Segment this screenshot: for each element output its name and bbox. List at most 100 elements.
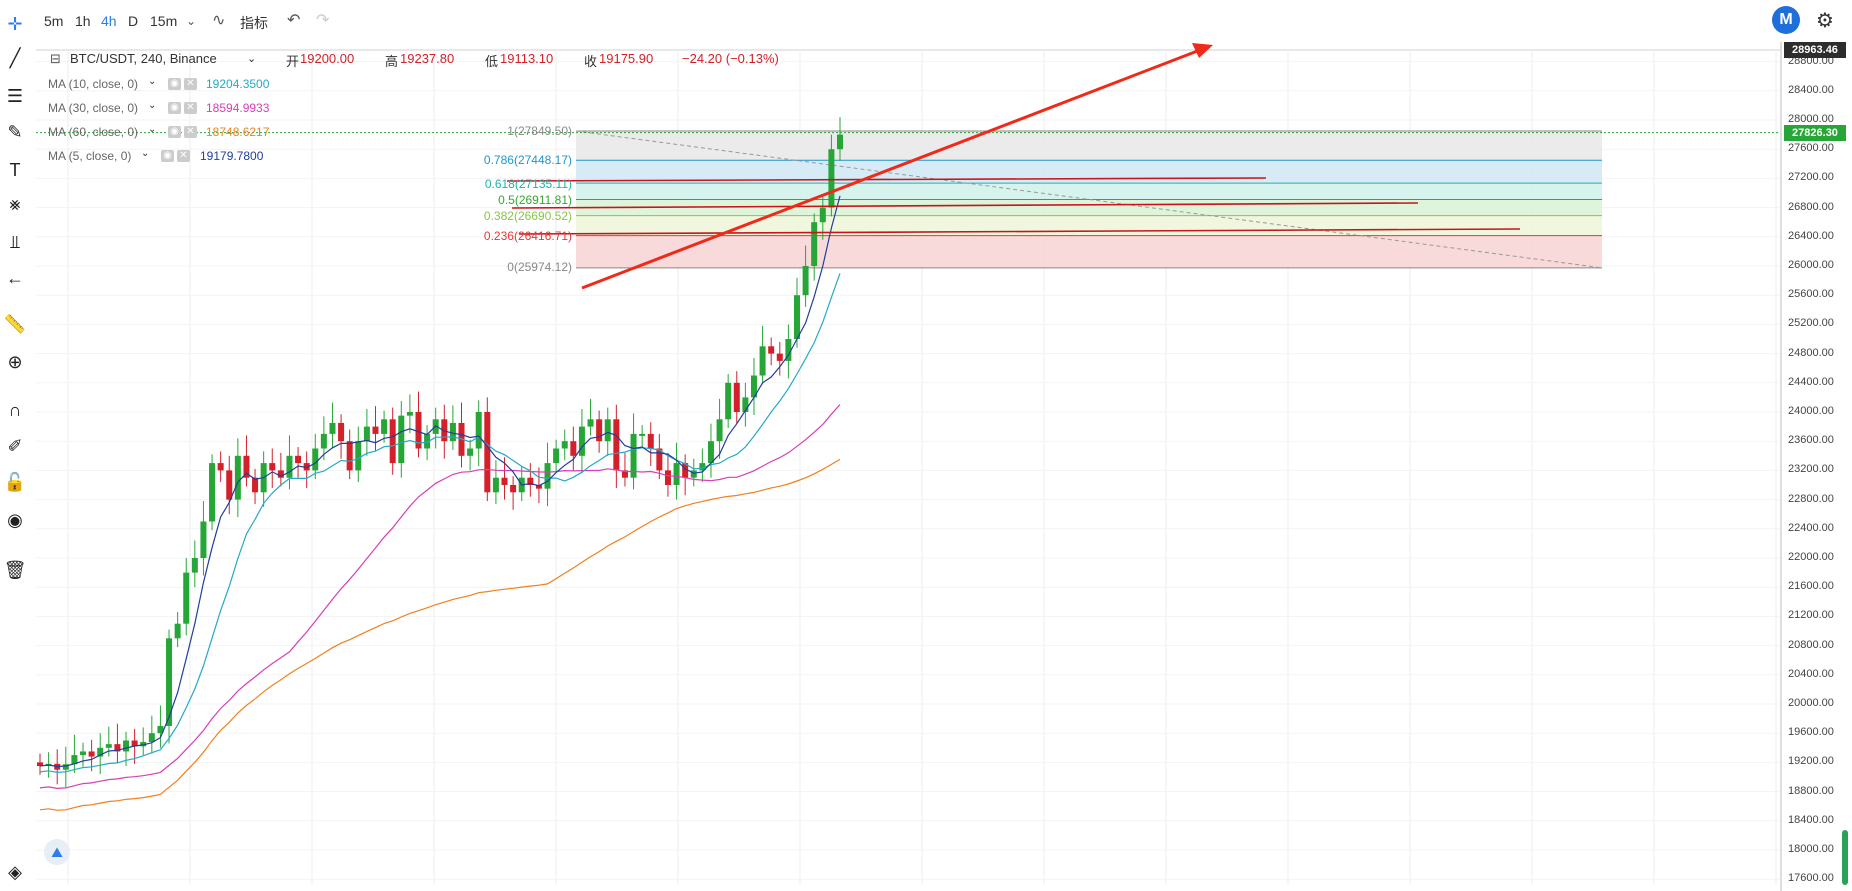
candle-body: [243, 455, 250, 478]
lock-drawing-icon[interactable]: ✐: [7, 436, 23, 456]
candle-body: [303, 463, 310, 471]
price-tick: 20000.00: [1788, 697, 1834, 709]
crosshair-icon[interactable]: ✛: [7, 14, 23, 34]
candle-body: [449, 422, 456, 442]
unlock-icon[interactable]: 🔓: [3, 472, 27, 492]
chart-reset-button[interactable]: ⛰: [44, 839, 70, 865]
gear-icon[interactable]: ⚙: [1816, 10, 1834, 32]
candle-body: [424, 433, 431, 449]
brush-icon[interactable]: ✎: [7, 122, 23, 142]
candle-body: [174, 623, 181, 639]
fib-level-label: 0.618(27135.11): [484, 177, 572, 191]
price-tick: 26400.00: [1788, 229, 1834, 242]
candle-body: [105, 744, 112, 748]
candle-body: [621, 470, 628, 478]
redo-icon[interactable]: ↷: [316, 12, 330, 29]
symbol-title[interactable]: BTC/USDT, 240, Binance: [70, 51, 217, 66]
ma-name[interactable]: MA (30, close, 0): [48, 101, 139, 115]
close-icon[interactable]: ✕: [184, 78, 197, 90]
back-arrow-icon[interactable]: ←: [6, 268, 24, 288]
ma-10-line: [39, 273, 841, 774]
fib-level-label: 0.236(26416.71): [483, 229, 572, 243]
fib-level-label: 0(25974.12): [507, 260, 572, 274]
candle-body: [295, 455, 302, 464]
price-tick: 24800.00: [1788, 346, 1834, 359]
price-tick: 28000.00: [1788, 113, 1834, 125]
candle-body: [742, 397, 749, 412]
close-icon[interactable]: ✕: [177, 150, 190, 162]
timeframe-d[interactable]: D: [128, 13, 139, 29]
ma-name[interactable]: MA (10, close, 0): [48, 77, 139, 91]
zoom-in-icon[interactable]: ⊕: [7, 352, 23, 372]
candle-body: [114, 744, 121, 752]
candle-body: [639, 433, 646, 436]
candle-body: [467, 448, 474, 456]
candle-body: [535, 485, 542, 489]
chevron-down-icon[interactable]: ⌄: [148, 100, 157, 111]
magnet-icon[interactable]: ∩: [8, 400, 22, 420]
indicators-button[interactable]: 指标: [240, 15, 268, 31]
timeframe-15m[interactable]: 15m: [150, 13, 178, 29]
timeframe-1h[interactable]: 1h: [75, 13, 91, 29]
trend-line-icon[interactable]: ╱: [9, 48, 21, 68]
timeframe-4h[interactable]: 4h: [101, 13, 117, 29]
pattern-icon[interactable]: ⨳: [9, 194, 21, 214]
trend-arrow-line: [581, 48, 1201, 290]
text-icon[interactable]: T: [9, 160, 21, 180]
high-value: 19237.80: [400, 51, 455, 66]
chevron-down-icon[interactable]: ⌄: [148, 124, 157, 135]
eye-icon[interactable]: ◉: [168, 102, 181, 114]
price-tick: 24400.00: [1788, 375, 1834, 388]
eye-icon[interactable]: ◉: [168, 78, 181, 90]
ruler-icon[interactable]: 📏: [3, 314, 27, 334]
fib-level-label: 0.382(26690.52): [483, 209, 572, 223]
candle-body: [234, 455, 241, 500]
open-value: 19200.00: [300, 51, 355, 66]
chevron-down-icon[interactable]: ⌄: [247, 53, 257, 65]
close-label: 收: [584, 54, 598, 69]
candle-body: [793, 295, 800, 339]
candle-body: [389, 419, 396, 464]
chevron-down-icon[interactable]: ⌄: [186, 14, 197, 28]
collapse-legend-icon[interactable]: ⊟: [50, 51, 61, 66]
fib-level-label: 1(27849.50): [507, 124, 572, 138]
price-tick: 24000.00: [1788, 405, 1834, 417]
close-icon[interactable]: ✕: [184, 126, 197, 138]
candle-body: [690, 470, 697, 478]
price-tick: 19600.00: [1788, 726, 1834, 739]
top-price-marker: 28963.46: [1784, 42, 1846, 58]
ma-60-line: [39, 458, 841, 811]
candle-body: [527, 477, 534, 485]
price-tick: 18000.00: [1788, 843, 1834, 855]
brand-logo-icon[interactable]: M: [1772, 6, 1800, 34]
undo-icon[interactable]: ↶: [287, 12, 301, 29]
eye-icon[interactable]: ◉: [7, 510, 23, 530]
chevron-down-icon[interactable]: ⌄: [148, 76, 157, 87]
timeframe-5m[interactable]: 5m: [44, 13, 64, 29]
candle-body: [381, 419, 388, 434]
indicators-icon[interactable]: ∿: [212, 12, 226, 29]
drawn-horizontal-line: [511, 202, 1419, 209]
candle-body: [71, 755, 78, 765]
ma-value: 18748.6217: [206, 125, 270, 139]
eye-icon[interactable]: ◉: [161, 150, 174, 162]
price-scale[interactable]: 28800.00 28400.00 28000.00 27600.00 27200.00…: [1782, 42, 1852, 891]
chevron-down-icon[interactable]: ⌄: [141, 148, 150, 159]
measure-icon[interactable]: ⫫: [9, 232, 21, 252]
ma-30-line: [39, 404, 841, 790]
price-tick: 27200.00: [1788, 171, 1834, 184]
eye-icon[interactable]: ◉: [168, 126, 181, 138]
candle-body: [209, 463, 216, 522]
close-icon[interactable]: ✕: [184, 102, 197, 114]
candle-body: [226, 470, 233, 500]
fib-zone: [576, 235, 1602, 268]
ma-value: 19179.7800: [200, 149, 264, 163]
trash-icon[interactable]: 🗑: [3, 560, 27, 580]
price-tick: 18800.00: [1788, 784, 1834, 797]
ma-name[interactable]: MA (60, close, 0): [48, 125, 139, 139]
candle-body: [62, 764, 69, 770]
ma-name[interactable]: MA (5, close, 0): [48, 149, 132, 163]
horizontal-lines-icon[interactable]: ☰: [6, 86, 24, 106]
layers-icon[interactable]: ◈: [8, 862, 22, 882]
